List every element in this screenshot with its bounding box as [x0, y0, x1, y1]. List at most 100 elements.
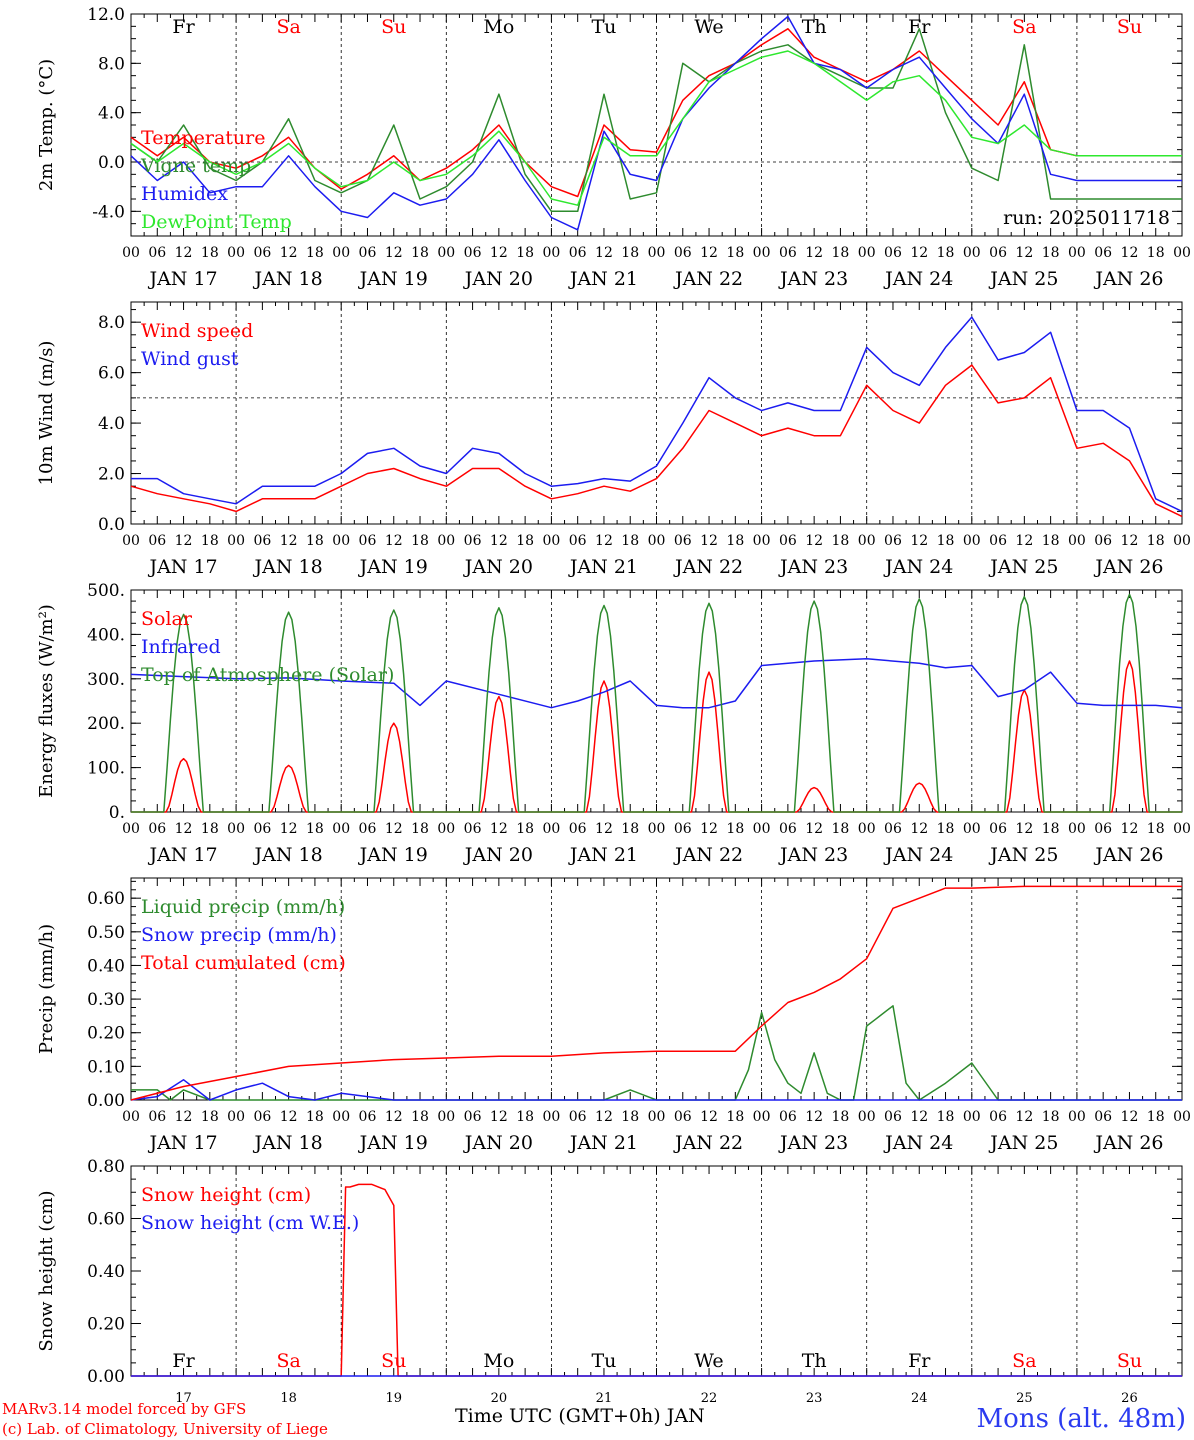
- day-name-label: Tu: [591, 1350, 616, 1372]
- hour-tick-label: 18: [937, 821, 955, 837]
- day-name-label: We: [694, 16, 723, 38]
- legend-entry-snow-precip-mm-h: Snow precip (mm/h): [141, 924, 337, 946]
- hour-tick-label: 18: [1147, 533, 1165, 549]
- hour-tick-label: 12: [805, 821, 823, 837]
- day-name-label: Sa: [1012, 16, 1036, 38]
- date-label: JAN 18: [253, 1132, 323, 1154]
- hour-tick-label: 06: [989, 245, 1007, 261]
- hour-tick-label: 12: [595, 821, 613, 837]
- date-label: JAN 23: [778, 1132, 848, 1154]
- hour-tick-label: 06: [674, 245, 692, 261]
- y-tick-label: 0.40: [87, 956, 125, 976]
- hour-tick-label: 00: [227, 821, 245, 837]
- hour-tick-label: 18: [1147, 821, 1165, 837]
- hour-tick-label: 18: [411, 245, 429, 261]
- hour-tick-label: 00: [332, 821, 350, 837]
- hour-tick-label: 18: [411, 533, 429, 549]
- date-label: JAN 19: [358, 844, 428, 866]
- hour-tick-label: 12: [1015, 821, 1033, 837]
- y-tick-label: 8.0: [98, 54, 125, 74]
- hour-tick-label: 12: [910, 821, 928, 837]
- y-tick-label: 500.: [87, 581, 125, 601]
- hour-tick-label: 06: [779, 1109, 797, 1125]
- hour-tick-label: 06: [569, 245, 587, 261]
- hour-tick-label: 00: [1173, 533, 1191, 549]
- hour-tick-label: 12: [175, 821, 193, 837]
- hour-tick-label: 06: [359, 821, 377, 837]
- hour-tick-label: 00: [542, 821, 560, 837]
- hour-tick-label: 00: [753, 533, 771, 549]
- hour-tick-label: 06: [464, 821, 482, 837]
- date-label: JAN 24: [883, 268, 953, 290]
- hour-tick-label: 00: [1068, 533, 1086, 549]
- legend-entry-solar: Solar: [141, 608, 193, 630]
- hour-tick-label: 12: [175, 1109, 193, 1125]
- hour-tick-label: 12: [490, 821, 508, 837]
- y-tick-label: 300.: [87, 670, 125, 690]
- day-name-label: Su: [381, 16, 406, 38]
- station-name: Mons (alt. 48m): [976, 1404, 1186, 1434]
- hour-tick-label: 06: [148, 821, 166, 837]
- hour-tick-label: 12: [1121, 821, 1139, 837]
- date-label: JAN 17: [147, 1132, 217, 1154]
- hour-tick-label: 18: [1042, 821, 1060, 837]
- day-name-label: Sa: [276, 16, 300, 38]
- hour-tick-label: 00: [648, 533, 666, 549]
- y-tick-label: 0.20: [87, 1315, 125, 1335]
- hour-tick-label: 12: [1121, 245, 1139, 261]
- y-tick-label: 0.60: [87, 889, 125, 909]
- hour-tick-label: 18: [1042, 1109, 1060, 1125]
- hour-tick-label: 00: [122, 1109, 140, 1125]
- y-tick-label: 4.0: [98, 414, 125, 434]
- day-name-label: Mo: [483, 16, 514, 38]
- date-label: JAN 26: [1093, 268, 1163, 290]
- date-label: JAN 21: [568, 1132, 638, 1154]
- hour-tick-label: 12: [385, 821, 403, 837]
- y-tick-label: 0.30: [87, 990, 125, 1010]
- y-axis-label: 10m Wind (m/s): [36, 341, 57, 486]
- hour-tick-label: 06: [674, 821, 692, 837]
- hour-tick-label: 18: [937, 1109, 955, 1125]
- y-axis-label: Snow height (cm): [36, 1190, 57, 1351]
- hour-tick-label: 06: [1094, 821, 1112, 837]
- hour-tick-label: 00: [963, 245, 981, 261]
- date-label: JAN 25: [988, 844, 1058, 866]
- hour-tick-label: 00: [122, 821, 140, 837]
- hour-tick-label: 18: [1147, 1109, 1165, 1125]
- date-label: JAN 21: [568, 844, 638, 866]
- date-label: JAN 20: [463, 1132, 533, 1154]
- legend-entry-top-of-atmosphere-solar: Top of Atmosphere (Solar): [141, 664, 394, 686]
- y-tick-label: 8.0: [98, 313, 125, 333]
- hour-tick-label: 00: [648, 1109, 666, 1125]
- hour-tick-label: 06: [1094, 1109, 1112, 1125]
- hour-tick-label: 06: [253, 533, 271, 549]
- hour-tick-label: 12: [910, 245, 928, 261]
- y-tick-label: 0.: [109, 803, 125, 823]
- hour-tick-label: 12: [280, 1109, 298, 1125]
- hour-tick-label: 00: [648, 821, 666, 837]
- date-label: JAN 22: [673, 1132, 743, 1154]
- day-number-label: 21: [596, 1391, 613, 1406]
- date-label: JAN 22: [673, 556, 743, 578]
- hour-tick-label: 06: [359, 1109, 377, 1125]
- date-label: JAN 23: [778, 844, 848, 866]
- day-number-label: 22: [701, 1391, 718, 1406]
- hour-tick-label: 06: [1094, 533, 1112, 549]
- hour-tick-label: 12: [1015, 533, 1033, 549]
- hour-tick-label: 18: [201, 245, 219, 261]
- hour-tick-label: 00: [437, 245, 455, 261]
- hour-tick-label: 00: [858, 245, 876, 261]
- hour-tick-label: 06: [253, 821, 271, 837]
- y-tick-label: 0.10: [87, 1057, 125, 1077]
- hour-tick-label: 00: [1068, 821, 1086, 837]
- series-line-dewpoint-temp: [130, 50, 1182, 206]
- run-annotation: run: 2025011718: [1003, 207, 1170, 229]
- hour-tick-label: 18: [726, 245, 744, 261]
- day-name-label: Su: [381, 1350, 406, 1372]
- hour-tick-label: 00: [227, 533, 245, 549]
- hour-tick-label: 06: [359, 245, 377, 261]
- hour-tick-label: 12: [805, 533, 823, 549]
- hour-tick-label: 12: [280, 821, 298, 837]
- date-label: JAN 21: [568, 556, 638, 578]
- hour-tick-label: 06: [779, 533, 797, 549]
